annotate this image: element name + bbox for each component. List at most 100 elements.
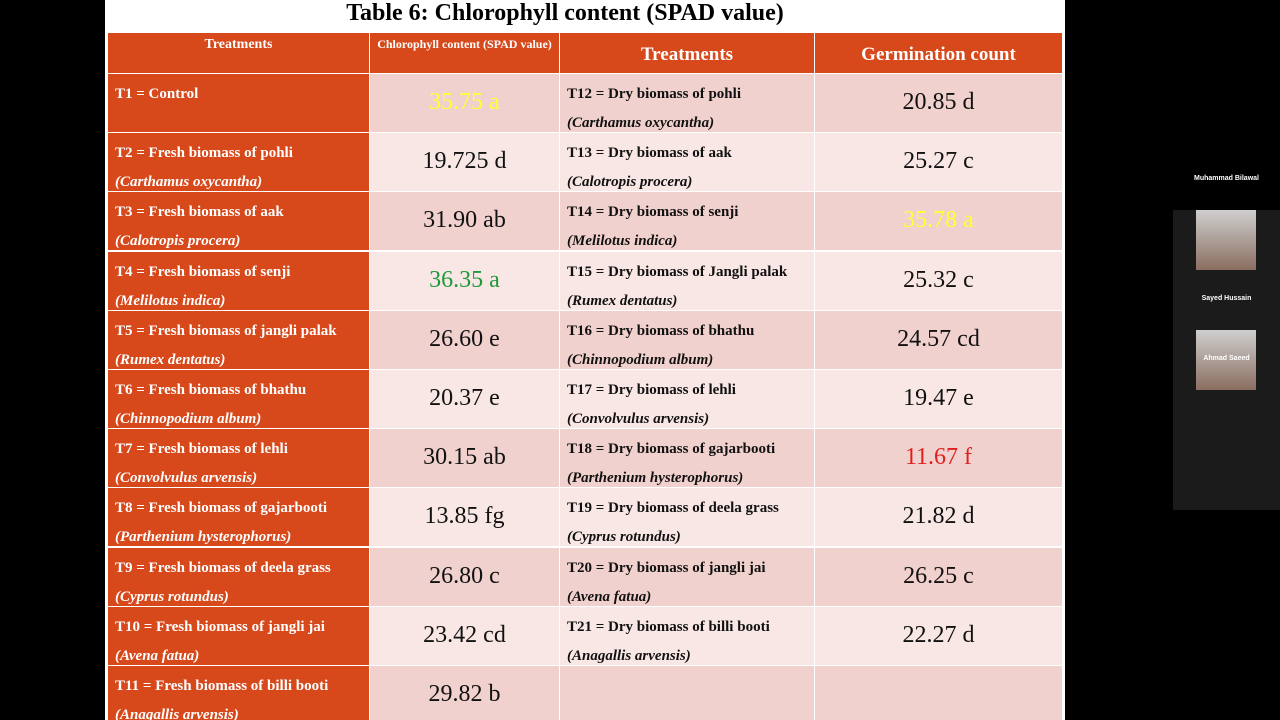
- value-text: 25.27 c: [903, 148, 974, 175]
- species-name: (Avena fatua): [567, 588, 652, 605]
- value-cell: 29.82 b: [370, 666, 559, 720]
- participant-name: Ahmad Saeed: [1203, 355, 1250, 362]
- value-text: 24.57 cd: [897, 325, 980, 352]
- treatment-label: T2 = Fresh biomass of pohli: [115, 145, 293, 162]
- value-text: 35.75 a: [429, 89, 500, 115]
- value-cell: 35.78 a: [815, 192, 1062, 251]
- species-name: (Avena fatua): [115, 647, 200, 664]
- treatment-label: T16 = Dry biomass of bhathu: [567, 322, 755, 339]
- species-name: (Parthenium hysterophorus): [567, 470, 744, 487]
- value-text: 26.25 c: [903, 562, 974, 589]
- participant-name: Sayed Hussain: [1201, 295, 1252, 302]
- value-text: 26.80 c: [429, 562, 500, 589]
- value-text: 22.27 d: [902, 621, 975, 648]
- treatment-cell: T10 = Fresh biomass of jangli jai (Avena …: [108, 606, 369, 665]
- value-cell: 13.85 fg: [370, 488, 559, 547]
- value-text: 26.60 e: [429, 325, 500, 352]
- species-name: (Melilotus indica): [115, 292, 226, 309]
- treatment-label: T7 = Fresh biomass of lehli: [115, 441, 288, 458]
- treatment-cell: T8 = Fresh biomass of gajarbooti (Parthen…: [108, 488, 369, 547]
- species-name: (Anagallis arvensis): [115, 707, 239, 720]
- value-cell: 26.60 e: [370, 310, 559, 369]
- value-cell: 25.27 c: [815, 133, 1062, 192]
- treatment-label: T11 = Fresh biomass of billi booti: [115, 678, 329, 694]
- value-cell: [815, 666, 1062, 720]
- species-name: (Rumex dentatus): [115, 351, 226, 368]
- treatment-label: T3 = Fresh biomass of aak: [115, 204, 284, 221]
- treatment-label: T9 = Fresh biomass of deela grass: [115, 559, 331, 576]
- treatment-label: T12 = Dry biomass of pohli: [567, 86, 741, 102]
- treatment-cell: T6 = Fresh biomass of bhathu (Chinnopodiu…: [108, 370, 369, 428]
- species-name: (Melilotus indica): [567, 233, 678, 250]
- value-cell: 21.82 d: [815, 488, 1062, 547]
- treatment-label: T18 = Dry biomass of gajarbooti: [567, 441, 776, 458]
- treatment-label: T21 = Dry biomass of billi booti: [567, 618, 770, 635]
- treatment-cell: T7 = Fresh biomass of lehli (Convolvulus …: [108, 429, 369, 488]
- treatment-cell: T17 = Dry biomass of lehli (Convolvulus a…: [560, 370, 814, 428]
- video-thumbnail[interactable]: [1196, 330, 1256, 390]
- value-cell: 20.37 e: [370, 370, 559, 428]
- treatment-cell: T1 = Control: [108, 74, 369, 132]
- participants-panel: Muhammad Bilawal Sayed Hussain Ahmad Saeed: [1173, 175, 1280, 510]
- value-cell: 26.25 c: [815, 547, 1062, 606]
- treatment-label: T6 = Fresh biomass of bhathu: [115, 382, 307, 398]
- value-text: 36.35 a: [429, 266, 500, 293]
- species-name: (Cyprus rotundus): [115, 588, 229, 605]
- treatment-cell: T5 = Fresh biomass of jangli palak (Rumex…: [108, 310, 369, 369]
- treatment-label: T5 = Fresh biomass of jangli palak: [115, 322, 337, 339]
- value-text: 25.32 c: [903, 266, 974, 293]
- treatment-cell: T20 = Dry biomass of jangli jai (Avena fa…: [560, 547, 814, 606]
- value-cell: 31.90 ab: [370, 192, 559, 251]
- column-header: Chlorophyll content (SPAD value): [370, 33, 559, 73]
- species-name: (Cyprus rotundus): [567, 529, 681, 546]
- value-text: 20.37 e: [429, 385, 500, 411]
- value-text: 19.47 e: [903, 385, 974, 411]
- species-name: (Calotropis procera): [115, 233, 241, 250]
- species-name: (Convolvulus arvensis): [567, 411, 710, 427]
- value-cell: 22.27 d: [815, 606, 1062, 665]
- treatment-cell: T15 = Dry biomass of Jangli palak (Rumex …: [560, 251, 814, 310]
- species-name: (Convolvulus arvensis): [115, 470, 258, 487]
- species-name: (Parthenium hysterophorus): [115, 529, 292, 546]
- value-text: 30.15 ab: [423, 444, 506, 471]
- value-cell: 35.75 a: [370, 74, 559, 132]
- treatment-label: T15 = Dry biomass of Jangli palak: [567, 263, 788, 280]
- value-text: 23.42 cd: [423, 621, 506, 648]
- treatment-label: T19 = Dry biomass of deela grass: [567, 500, 779, 517]
- slide-title: Table 6: Chlorophyll content (SPAD value…: [346, 0, 784, 26]
- treatment-cell: T2 = Fresh biomass of pohli (Carthamus ox…: [108, 133, 369, 192]
- treatment-label: T8 = Fresh biomass of gajarbooti: [115, 500, 328, 517]
- value-cell: 19.47 e: [815, 370, 1062, 428]
- column-header: Germination count: [815, 33, 1062, 73]
- value-text: 19.725 d: [422, 148, 507, 175]
- value-cell: 20.85 d: [815, 74, 1062, 132]
- species-name: (Carthamus oxycantha): [567, 115, 715, 131]
- species-name: (Rumex dentatus): [567, 292, 678, 309]
- value-cell: 30.15 ab: [370, 429, 559, 488]
- treatment-cell: T9 = Fresh biomass of deela grass (Cyprus…: [108, 547, 369, 606]
- value-text: 20.85 d: [902, 89, 975, 115]
- video-thumbnail[interactable]: [1196, 210, 1256, 270]
- treatment-label: T14 = Dry biomass of senji: [567, 204, 739, 221]
- treatment-cell: T12 = Dry biomass of pohli (Carthamus oxy…: [560, 74, 814, 132]
- participant-name: Muhammad Bilawal: [1194, 175, 1259, 182]
- value-cell: 26.80 c: [370, 547, 559, 606]
- treatment-label: T10 = Fresh biomass of jangli jai: [115, 618, 325, 635]
- value-text: 31.90 ab: [423, 207, 506, 234]
- value-cell: 36.35 a: [370, 251, 559, 310]
- value-cell: 24.57 cd: [815, 310, 1062, 369]
- treatment-label: T13 = Dry biomass of aak: [567, 145, 732, 162]
- value-text: 21.82 d: [902, 503, 975, 530]
- species-name: (Chinnopodium album): [115, 411, 262, 427]
- treatment-cell: T18 = Dry biomass of gajarbooti (Partheni…: [560, 429, 814, 488]
- species-name: (Anagallis arvensis): [567, 647, 691, 664]
- slide: Table 6: Chlorophyll content (SPAD value…: [105, 0, 1065, 720]
- treatment-cell: T19 = Dry biomass of deela grass (Cyprus …: [560, 488, 814, 547]
- species-name: (Carthamus oxycantha): [115, 174, 263, 191]
- value-cell: 19.725 d: [370, 133, 559, 192]
- treatment-cell: T21 = Dry biomass of billi booti (Anagall…: [560, 606, 814, 665]
- treatment-cell: [560, 666, 814, 720]
- treatment-label: T20 = Dry biomass of jangli jai: [567, 559, 766, 576]
- value-cell: 23.42 cd: [370, 606, 559, 665]
